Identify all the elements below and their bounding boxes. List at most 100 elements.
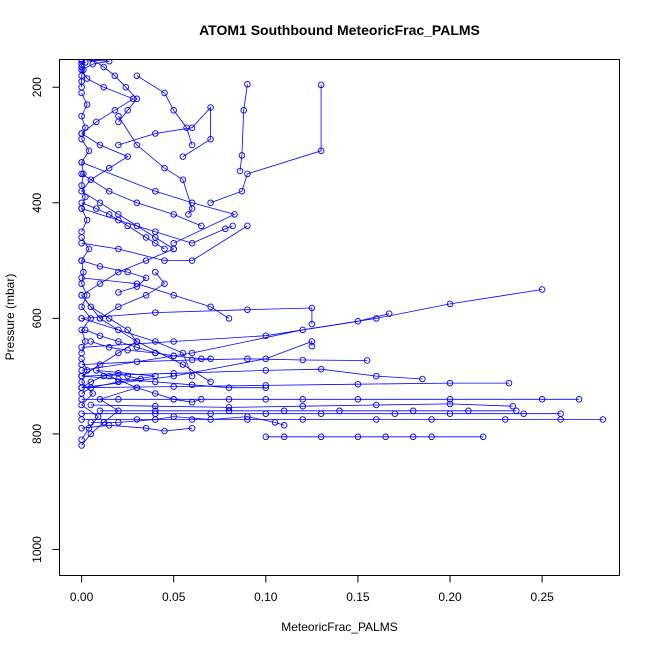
data-point <box>87 338 95 345</box>
data-point <box>82 193 89 201</box>
data-point <box>115 349 122 357</box>
data-point <box>225 315 233 322</box>
data-point <box>161 89 168 97</box>
data-point <box>96 141 104 149</box>
data-point <box>115 419 122 426</box>
data-point <box>244 222 251 230</box>
data-point <box>133 199 141 207</box>
data-point <box>317 81 325 89</box>
data-point <box>78 170 85 178</box>
data-point <box>105 164 113 172</box>
series-line <box>81 375 266 389</box>
data-point <box>317 433 325 441</box>
data-point <box>188 349 196 357</box>
data-point <box>170 338 177 345</box>
data-point <box>105 187 113 195</box>
data-point <box>105 315 113 322</box>
series-line <box>81 208 233 244</box>
data-point <box>299 326 306 334</box>
data-point <box>373 401 380 409</box>
data-point <box>336 407 343 415</box>
data-point <box>161 164 168 172</box>
data-point <box>207 199 214 207</box>
series-line <box>81 277 230 319</box>
data-point <box>308 342 316 350</box>
data-point <box>152 338 159 345</box>
data-point <box>115 112 122 120</box>
data-point <box>354 380 362 388</box>
data-point <box>299 416 306 423</box>
data-point <box>89 390 96 397</box>
data-point <box>78 199 85 207</box>
data-point <box>238 152 246 159</box>
data-point <box>509 402 516 410</box>
data-point <box>207 104 214 111</box>
x-tick-label: 0.15 <box>346 590 370 604</box>
data-point <box>115 303 122 311</box>
data-point <box>142 234 150 241</box>
data-point <box>599 416 607 423</box>
data-point <box>222 225 229 233</box>
series-line <box>81 133 174 250</box>
data-point <box>78 372 85 380</box>
data-point <box>299 356 306 364</box>
data-point <box>428 433 435 441</box>
data-point <box>198 396 205 403</box>
data-point <box>198 222 205 230</box>
data-point <box>78 326 85 334</box>
data-point <box>111 107 119 114</box>
data-point <box>78 390 85 397</box>
data-point <box>115 216 122 224</box>
data-point <box>240 107 247 114</box>
series-line <box>90 403 513 408</box>
data-point <box>152 187 159 195</box>
data-point <box>78 384 85 391</box>
data-point <box>446 400 454 408</box>
data-point <box>198 355 205 363</box>
data-point <box>225 407 233 415</box>
series-line <box>81 59 135 134</box>
data-point <box>207 135 214 143</box>
data-point <box>133 344 141 351</box>
data-point <box>513 407 520 415</box>
data-point <box>78 436 85 443</box>
y-tick-label: 200 <box>30 77 44 97</box>
data-point <box>170 107 177 114</box>
data-point <box>505 379 513 387</box>
data-point <box>115 326 122 334</box>
data-point <box>479 433 487 441</box>
data-point <box>133 384 141 391</box>
data-point <box>299 402 306 410</box>
data-point <box>373 416 380 423</box>
data-point <box>382 433 389 441</box>
data-point <box>317 365 325 373</box>
data-point <box>373 315 380 322</box>
data-point <box>409 407 417 415</box>
series-line <box>118 115 193 215</box>
series-line <box>91 59 138 123</box>
data-point <box>299 396 306 403</box>
data-point <box>262 396 270 403</box>
x-axis: 0.00 0.05 0.10 0.15 0.20 0.25 <box>70 575 554 604</box>
data-point <box>385 310 393 317</box>
data-point <box>280 407 288 415</box>
data-point <box>105 211 113 218</box>
data-point <box>78 315 85 322</box>
data-point <box>96 315 104 322</box>
data-point <box>225 396 233 403</box>
data-point <box>225 404 233 411</box>
data-point <box>78 361 85 368</box>
data-point <box>78 239 85 247</box>
series-line <box>81 225 248 262</box>
data-point <box>188 141 196 149</box>
data-point <box>133 283 141 290</box>
data-point <box>188 381 196 389</box>
data-point <box>105 59 113 65</box>
data-point <box>78 349 85 357</box>
data-point <box>82 124 89 131</box>
data-point <box>80 268 87 276</box>
data-point <box>520 410 527 417</box>
data-point <box>85 245 93 253</box>
data-point <box>308 338 316 345</box>
data-point <box>115 118 122 126</box>
